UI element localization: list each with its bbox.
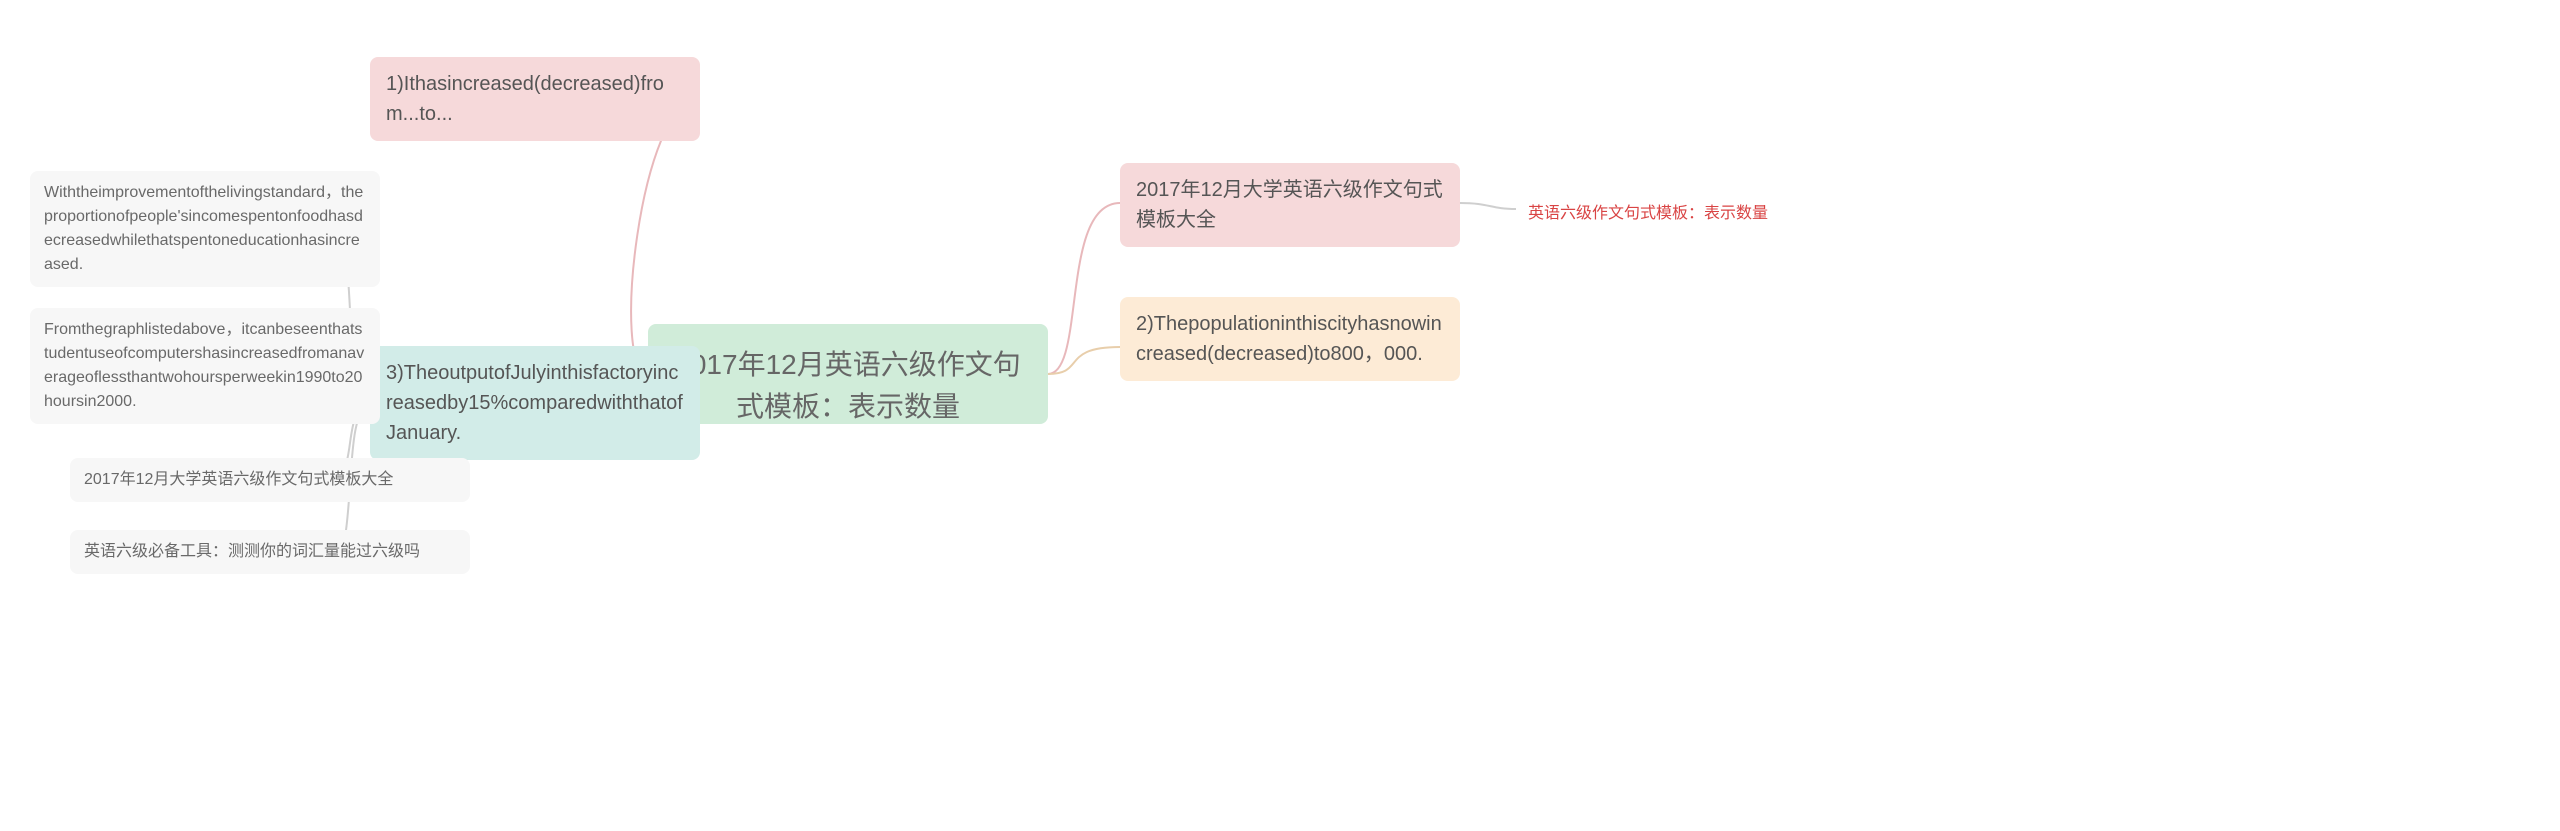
left-child-3: 2017年12月大学英语六级作文句式模板大全 (70, 458, 470, 502)
right-node-1: 2017年12月大学英语六级作文句式模板大全 (1120, 163, 1460, 247)
left-node-1-text: 1)Ithasincreased(decreased)from...to... (386, 73, 664, 125)
right-node-2: 2)Thepopulationinthiscityhasnowincreased… (1120, 297, 1460, 381)
edge-center-r1 (1048, 203, 1120, 374)
left-child-3-text: 2017年12月大学英语六级作文句式模板大全 (84, 471, 393, 488)
right-child-1-text: 英语六级作文句式模板：表示数量 (1528, 205, 1768, 222)
center-node: 2017年12月英语六级作文句式模板：表示数量 (648, 324, 1048, 424)
left-child-1-text: Withtheimprovementofthelivingstandard，th… (44, 184, 363, 273)
edge-center-r2 (1048, 347, 1120, 374)
left-child-2-text: Fromthegraphlistedabove，itcanbeseenthats… (44, 321, 364, 410)
left-node-2: 3)TheoutputofJulyinthisfactoryincreasedb… (370, 346, 700, 460)
left-node-2-text: 3)TheoutputofJulyinthisfactoryincreasedb… (386, 362, 683, 444)
left-child-2: Fromthegraphlistedabove，itcanbeseenthats… (30, 308, 380, 424)
right-node-1-text: 2017年12月大学英语六级作文句式模板大全 (1136, 179, 1443, 231)
right-child-1: 英语六级作文句式模板：表示数量 (1516, 194, 1796, 234)
left-child-4: 英语六级必备工具：测测你的词汇量能过六级吗 (70, 530, 470, 574)
left-node-1: 1)Ithasincreased(decreased)from...to... (370, 57, 700, 141)
right-node-2-text: 2)Thepopulationinthiscityhasnowincreased… (1136, 313, 1442, 365)
edge-r1-rc1 (1460, 203, 1516, 209)
left-child-4-text: 英语六级必备工具：测测你的词汇量能过六级吗 (84, 543, 420, 560)
left-child-1: Withtheimprovementofthelivingstandard，th… (30, 171, 380, 287)
center-text: 2017年12月英语六级作文句式模板：表示数量 (675, 349, 1020, 422)
